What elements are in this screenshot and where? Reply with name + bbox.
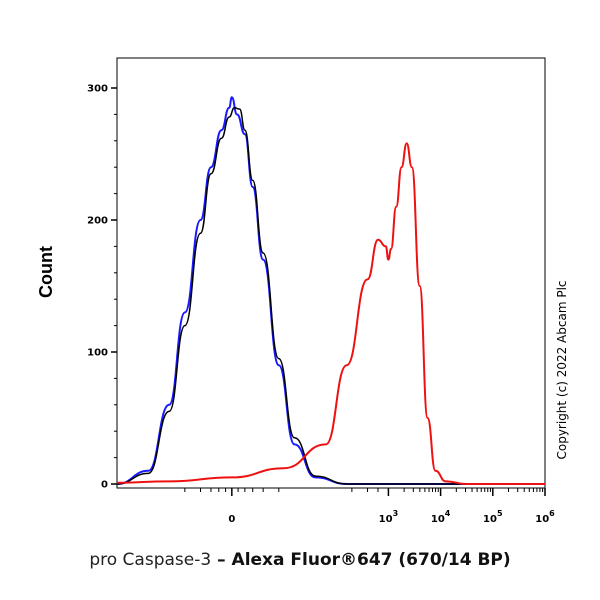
y-tick-label: 100 [87, 348, 108, 359]
x-tick-label: 0 [228, 514, 235, 525]
x-tick-base: 0 [228, 514, 235, 525]
x-tick-label: 103 [379, 509, 399, 525]
histogram-series-line [116, 96, 545, 485]
x-axis-label: pro Caspase-3 – Alexa Fluor®647 (670/14 … [0, 550, 600, 570]
x-tick-label: 106 [535, 509, 555, 525]
y-axis-ticks: 0 100 200 300 [87, 84, 117, 491]
histogram-series [116, 96, 545, 485]
x-tick-base: 10 [431, 514, 445, 525]
x-tick-base: 10 [483, 514, 497, 525]
x-axis-label-marker: pro Caspase-3 [89, 550, 212, 570]
histogram-series-line [116, 142, 545, 485]
x-tick-exponent: 5 [497, 509, 503, 518]
x-tick-exponent: 6 [549, 509, 555, 518]
copyright-notice: Copyright (c) 2022 Abcam Plc [555, 280, 569, 459]
x-tick-exponent: 4 [445, 509, 451, 518]
y-axis-label: Count [36, 246, 56, 298]
histogram-series-line [116, 107, 545, 485]
y-tick-label: 200 [87, 216, 108, 227]
plot-area-frame [116, 57, 546, 489]
x-tick-base: 10 [535, 514, 549, 525]
x-axis-label-separator: – [211, 550, 232, 570]
x-tick-label: 104 [431, 509, 451, 525]
x-axis-label-fluor: Alexa Fluor®647 (670/14 BP) [231, 550, 511, 570]
x-tick-label: 105 [483, 509, 503, 525]
y-tick-label: 0 [101, 480, 108, 491]
y-tick-label: 300 [87, 84, 108, 95]
x-tick-exponent: 3 [393, 509, 399, 518]
x-tick-base: 10 [379, 514, 393, 525]
